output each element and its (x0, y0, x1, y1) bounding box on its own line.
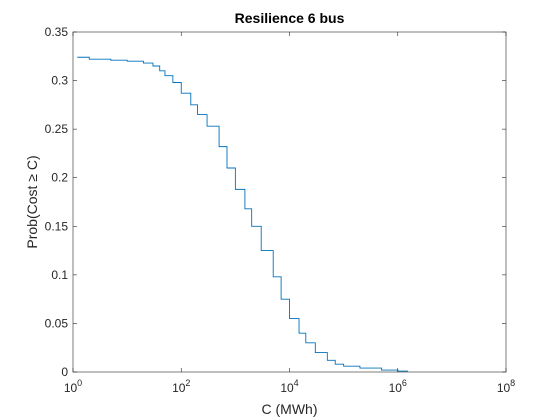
y-tick-label: 0.15 (45, 219, 69, 233)
x-tick-label: 104 (280, 378, 298, 395)
y-axis-label: Prob(Cost ≥ C) (24, 155, 40, 248)
y-tick-label: 0 (61, 365, 68, 379)
axes-box (73, 32, 506, 372)
x-tick-label: 106 (389, 378, 407, 395)
y-tick-label: 0.35 (45, 25, 69, 39)
y-tick-label: 0.2 (51, 171, 68, 185)
y-tick-label: 0.1 (51, 268, 68, 282)
y-tick-label: 0.3 (51, 74, 68, 88)
y-tick-label: 0.05 (45, 316, 69, 330)
x-tick-label: 100 (64, 378, 82, 395)
y-tick-label: 0.25 (45, 122, 69, 136)
x-axis-label: C (MWh) (262, 401, 318, 417)
x-tick-label: 108 (497, 378, 515, 395)
x-tick-label: 102 (172, 378, 190, 395)
chart-title: Resilience 6 bus (235, 10, 345, 26)
series-line-0 (77, 57, 407, 372)
